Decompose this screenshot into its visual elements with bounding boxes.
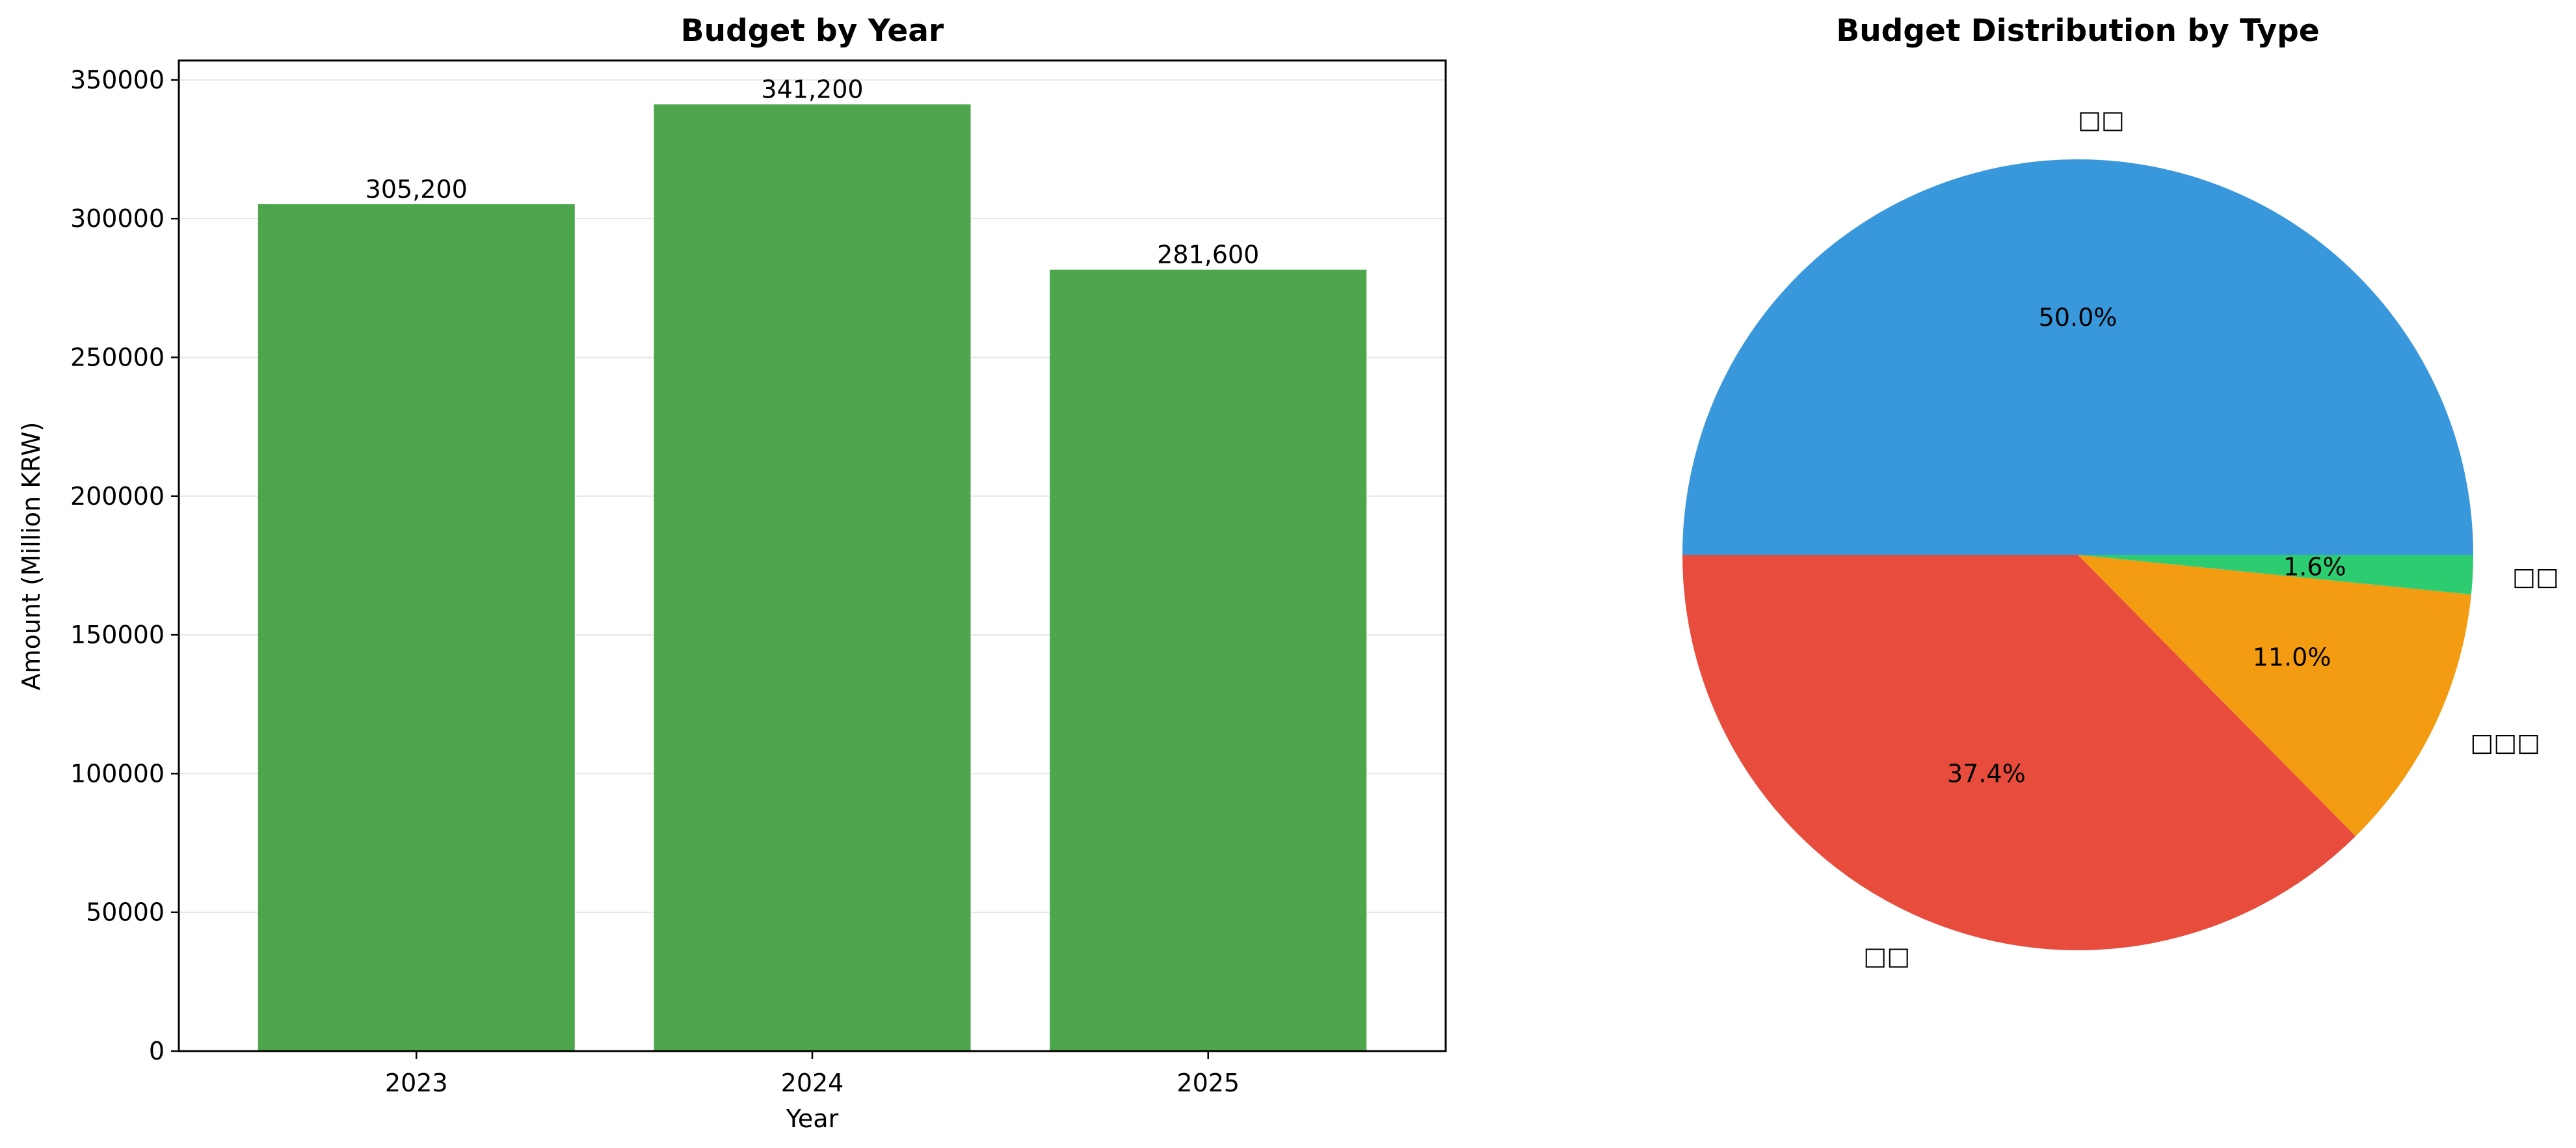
bar-x-tick-label: 2025 — [1176, 1069, 1240, 1097]
bar-value-label: 341,200 — [761, 75, 863, 103]
pie-slice-label: □□□ — [2470, 728, 2540, 757]
bar-y-tick-label: 0 — [149, 1037, 165, 1065]
bar-x-tick-label: 2023 — [385, 1069, 448, 1097]
pie-slice-labels: □□□□□□□□□ — [1863, 105, 2558, 970]
pie-chart-title: Budget Distribution by Type — [1836, 13, 2319, 49]
bar-y-tick-label: 100000 — [70, 759, 165, 788]
pie-percent-label: 37.4% — [1947, 760, 2026, 788]
bar-chart-title: Budget by Year — [681, 13, 944, 49]
pie-percent-label: 50.0% — [2039, 303, 2118, 332]
bar-chart: Budget by Year 305,200 341,200 281,600 0 50… — [17, 13, 1447, 1133]
bar-y-axis-label: Amount (Million KRW) — [17, 422, 46, 691]
bar-y-tick-label: 50000 — [86, 898, 165, 927]
pie-slice — [2078, 555, 2473, 595]
bar-value-labels: 305,200 341,200 281,600 — [365, 75, 1260, 269]
bar-y-tick-label: 350000 — [70, 66, 165, 94]
pie-slice-label: □□ — [2512, 563, 2559, 591]
bar-y-tick-label: 300000 — [70, 204, 165, 233]
bar-x-ticks: 2023 2024 2025 — [385, 1051, 1240, 1097]
bar-y-tick-label: 150000 — [70, 621, 165, 649]
bar-2025 — [1050, 269, 1367, 1051]
pie-slices — [1682, 159, 2473, 951]
bar-2024 — [654, 104, 971, 1051]
pie-slice — [1682, 555, 2356, 951]
pie-percent-label: 1.6% — [2283, 552, 2346, 581]
pie-chart: Budget Distribution by Type □□□□□□□□□ 50… — [1682, 13, 2559, 970]
bar-series — [258, 104, 1367, 1051]
bar-y-ticks: 0 50000 100000 150000 200000 250000 300000 3500… — [70, 66, 179, 1065]
pie-percent-label: 11.0% — [2253, 643, 2331, 671]
pie-slice-label: □□ — [1863, 942, 1910, 970]
bar-x-tick-label: 2024 — [781, 1069, 844, 1097]
bar-value-label: 281,600 — [1157, 241, 1259, 269]
bar-y-tick-label: 250000 — [70, 343, 165, 371]
bar-value-label: 305,200 — [365, 175, 468, 204]
pie-slice-label: □□ — [2078, 105, 2125, 134]
bar-x-axis-label: Year — [786, 1104, 839, 1133]
bar-2023 — [258, 204, 575, 1051]
pie-slice — [1682, 159, 2473, 555]
pie-percent-labels: 50.0% 37.4% 11.0% 1.6% — [1947, 303, 2346, 788]
pie-slice — [2078, 555, 2471, 836]
bar-y-tick-label: 200000 — [70, 482, 165, 511]
